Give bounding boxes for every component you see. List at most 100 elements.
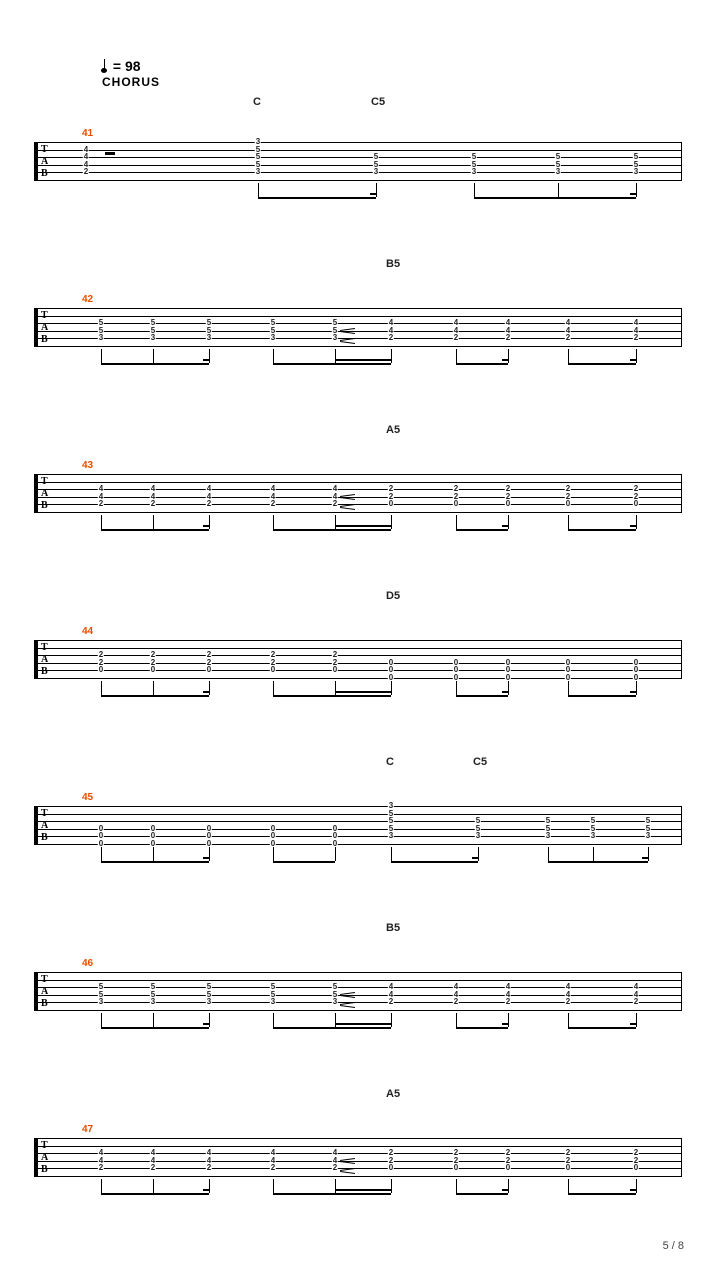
fret-number: 3 bbox=[471, 168, 477, 176]
fret-number: 3 bbox=[590, 832, 596, 840]
fret-number: 0 bbox=[505, 500, 511, 508]
tab-staff: TAB bbox=[38, 308, 682, 346]
fret-number: 2 bbox=[633, 998, 639, 1006]
fret-number: 3 bbox=[255, 168, 261, 176]
beam-group bbox=[456, 515, 508, 535]
fret-number: 0 bbox=[98, 666, 104, 674]
section-label: CHORUS bbox=[102, 75, 160, 89]
beam-group bbox=[258, 183, 376, 203]
chord-label: B5 bbox=[386, 258, 400, 270]
fret-number: 3 bbox=[150, 334, 156, 342]
tab-staff: TAB bbox=[38, 142, 682, 180]
beam-group bbox=[568, 1179, 636, 1199]
fret-number: 0 bbox=[206, 666, 212, 674]
measure-number: 45 bbox=[82, 792, 93, 803]
fret-number: 3 bbox=[388, 832, 394, 840]
beam-group bbox=[456, 349, 508, 369]
fret-number: 2 bbox=[453, 334, 459, 342]
fret-number: 2 bbox=[83, 168, 89, 176]
beam-group bbox=[101, 349, 209, 369]
chord-label: A5 bbox=[386, 1088, 400, 1100]
fret-number: 0 bbox=[270, 666, 276, 674]
measure-number: 44 bbox=[82, 626, 93, 637]
tempo-value: = 98 bbox=[113, 58, 141, 74]
beam-group bbox=[273, 681, 391, 701]
fret-number: 2 bbox=[505, 334, 511, 342]
tab-staff: TAB bbox=[38, 972, 682, 1010]
tab-clef-label: TAB bbox=[41, 1140, 48, 1176]
chord-label: C bbox=[386, 756, 394, 768]
tab-clef-label: TAB bbox=[41, 476, 48, 512]
fret-number: 3 bbox=[206, 334, 212, 342]
page-number: 5 / 8 bbox=[663, 1240, 684, 1252]
fret-number: 0 bbox=[150, 666, 156, 674]
beam-group bbox=[273, 349, 391, 369]
beam-group bbox=[101, 1179, 209, 1199]
fret-number: 2 bbox=[565, 334, 571, 342]
fret-number: 2 bbox=[332, 500, 338, 508]
fret-number: 3 bbox=[98, 334, 104, 342]
fret-number: 0 bbox=[332, 666, 338, 674]
tempo-marking: = 98 bbox=[104, 58, 141, 74]
fret-number: 3 bbox=[645, 832, 651, 840]
beam-group bbox=[568, 681, 636, 701]
tab-staff: TAB bbox=[38, 474, 682, 512]
measure-number: 46 bbox=[82, 958, 93, 969]
fret-number: 0 bbox=[453, 1164, 459, 1172]
slide-marker bbox=[340, 337, 355, 347]
tab-clef-label: TAB bbox=[41, 808, 48, 844]
fret-number: 2 bbox=[206, 500, 212, 508]
chord-label: C5 bbox=[473, 756, 487, 768]
beam-group bbox=[568, 349, 636, 369]
fret-number: 3 bbox=[332, 998, 338, 1006]
fret-number: 0 bbox=[565, 500, 571, 508]
slide-marker bbox=[340, 503, 355, 513]
fret-number: 0 bbox=[505, 1164, 511, 1172]
measure-number: 43 bbox=[82, 460, 93, 471]
chord-label: D5 bbox=[386, 590, 400, 602]
beam-group bbox=[391, 847, 478, 867]
fret-number: 0 bbox=[388, 500, 394, 508]
tab-clef-label: TAB bbox=[41, 310, 48, 346]
measure-number: 47 bbox=[82, 1124, 93, 1135]
chord-label: A5 bbox=[386, 424, 400, 436]
slide-marker bbox=[340, 1001, 355, 1011]
beam-group bbox=[273, 847, 335, 867]
fret-number: 0 bbox=[633, 1164, 639, 1172]
fret-number: 2 bbox=[453, 998, 459, 1006]
rest bbox=[105, 152, 115, 155]
beam-group bbox=[273, 1013, 391, 1033]
beam-group bbox=[548, 847, 648, 867]
measure-number: 41 bbox=[82, 128, 93, 139]
fret-number: 2 bbox=[150, 500, 156, 508]
fret-number: 2 bbox=[388, 998, 394, 1006]
tab-staff: TAB bbox=[38, 806, 682, 844]
fret-number: 3 bbox=[270, 334, 276, 342]
beam-group bbox=[568, 1013, 636, 1033]
fret-number: 3 bbox=[150, 998, 156, 1006]
beam-group bbox=[273, 515, 391, 535]
tab-clef-label: TAB bbox=[41, 974, 48, 1010]
fret-number: 2 bbox=[505, 998, 511, 1006]
beam-group bbox=[273, 1179, 391, 1199]
fret-number: 2 bbox=[270, 1164, 276, 1172]
fret-number: 0 bbox=[388, 1164, 394, 1172]
fret-number: 0 bbox=[633, 500, 639, 508]
slide-marker bbox=[340, 1157, 355, 1167]
chord-label: B5 bbox=[386, 922, 400, 934]
fret-number: 0 bbox=[565, 1164, 571, 1172]
chord-label: C bbox=[253, 96, 261, 108]
fret-number: 3 bbox=[332, 334, 338, 342]
tab-staff: TAB bbox=[38, 640, 682, 678]
fret-number: 3 bbox=[633, 168, 639, 176]
tab-clef-label: TAB bbox=[41, 144, 48, 180]
fret-number: 2 bbox=[98, 1164, 104, 1172]
fret-number: 2 bbox=[150, 1164, 156, 1172]
beam-group bbox=[456, 1013, 508, 1033]
fret-number: 3 bbox=[98, 998, 104, 1006]
beam-group bbox=[101, 847, 209, 867]
fret-number: 2 bbox=[270, 500, 276, 508]
measure-number: 42 bbox=[82, 294, 93, 305]
beam-group bbox=[101, 515, 209, 535]
tab-clef-label: TAB bbox=[41, 642, 48, 678]
